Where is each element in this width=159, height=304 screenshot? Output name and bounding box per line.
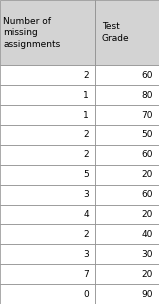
Bar (95, 65, 159, 85)
Text: 30: 30 (141, 250, 153, 259)
Text: 20: 20 (141, 270, 153, 279)
Bar (0, 264, 95, 284)
Text: 70: 70 (141, 111, 153, 119)
Bar (95, 224, 159, 244)
Text: 2: 2 (83, 150, 89, 159)
Text: 1: 1 (83, 91, 89, 100)
Bar (0, 125, 95, 145)
Text: 60: 60 (141, 71, 153, 80)
Bar (0, 0, 95, 65)
Text: 5: 5 (83, 170, 89, 179)
Bar (0, 165, 95, 185)
Text: 2: 2 (83, 71, 89, 80)
Bar (0, 145, 95, 165)
Bar (0, 85, 95, 105)
Bar (95, 165, 159, 185)
Text: 20: 20 (141, 170, 153, 179)
Text: 60: 60 (141, 150, 153, 159)
Bar (95, 185, 159, 205)
Text: 2: 2 (83, 230, 89, 239)
Bar (0, 244, 95, 264)
Text: 0: 0 (83, 289, 89, 299)
Bar (95, 85, 159, 105)
Text: 4: 4 (83, 210, 89, 219)
Text: Test
Grade: Test Grade (102, 22, 129, 43)
Text: 1: 1 (83, 111, 89, 119)
Bar (95, 125, 159, 145)
Text: 3: 3 (83, 190, 89, 199)
Bar (0, 105, 95, 125)
Text: 3: 3 (83, 250, 89, 259)
Bar (0, 224, 95, 244)
Bar (95, 205, 159, 224)
Bar (0, 65, 95, 85)
Bar (0, 185, 95, 205)
Bar (0, 284, 95, 304)
Bar (0, 205, 95, 224)
Bar (95, 244, 159, 264)
Bar (95, 145, 159, 165)
Text: 7: 7 (83, 270, 89, 279)
Text: Number of
missing
assignments: Number of missing assignments (3, 17, 60, 49)
Text: 2: 2 (83, 130, 89, 140)
Bar (95, 264, 159, 284)
Text: 60: 60 (141, 190, 153, 199)
Text: 40: 40 (141, 230, 153, 239)
Text: 80: 80 (141, 91, 153, 100)
Bar (95, 0, 159, 65)
Bar (95, 105, 159, 125)
Text: 90: 90 (141, 289, 153, 299)
Text: 50: 50 (141, 130, 153, 140)
Bar (95, 284, 159, 304)
Text: 20: 20 (141, 210, 153, 219)
